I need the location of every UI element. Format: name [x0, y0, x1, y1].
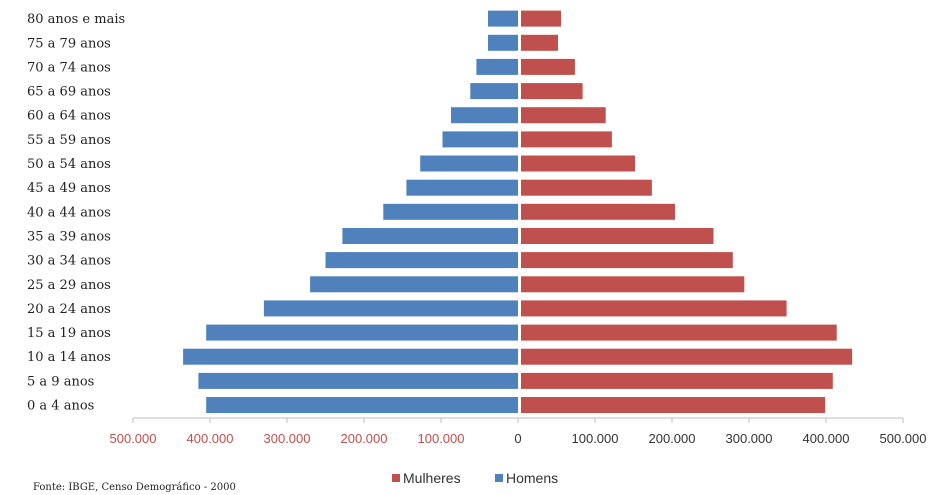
category-label-4: 20 a 24 anos — [27, 302, 111, 317]
bar-mulheres-2 — [521, 348, 853, 365]
category-label-9: 45 a 49 anos — [27, 181, 111, 196]
category-label-0: 0 a 4 anos — [27, 399, 94, 414]
bar-homens-11 — [442, 131, 518, 148]
bar-mulheres-4 — [521, 300, 787, 317]
category-label-11: 55 a 59 anos — [27, 133, 111, 148]
bar-mulheres-5 — [521, 276, 745, 293]
x-tick-label-7: 200.000 — [649, 431, 696, 446]
bar-homens-14 — [476, 58, 518, 75]
bar-mulheres-13 — [521, 83, 583, 100]
bar-mulheres-12 — [521, 107, 606, 124]
category-label-2: 10 a 14 anos — [27, 350, 111, 365]
legend-swatch-homens — [495, 474, 503, 482]
x-tick-label-3: 200.000 — [341, 431, 388, 446]
bar-homens-0 — [206, 397, 518, 413]
category-label-16: 80 anos e mais — [27, 12, 125, 27]
category-label-13: 65 a 69 anos — [27, 85, 111, 100]
x-tick-label-1: 400.000 — [187, 431, 234, 446]
x-tick-label-8: 300.000 — [726, 431, 773, 446]
bars-group — [183, 10, 853, 413]
category-label-10: 50 a 54 anos — [27, 157, 111, 172]
x-tick-label-10: 500.000 — [880, 431, 927, 446]
legend-swatch-mulheres — [392, 474, 400, 482]
category-label-14: 70 a 74 anos — [27, 60, 111, 75]
bar-mulheres-10 — [521, 155, 635, 172]
bar-homens-15 — [488, 34, 518, 51]
bar-mulheres-16 — [521, 10, 561, 27]
category-labels: 0 a 4 anos 5 a 9 anos 10 a 14 anos 15 a 19 … — [27, 12, 125, 413]
bar-homens-12 — [451, 107, 518, 124]
x-axis-ticks: 500.000 400.000 300.000 200.000 100.000 0 100.… — [110, 418, 927, 446]
bar-mulheres-15 — [521, 34, 558, 51]
source-note: Fonte: IBGE, Censo Demográfico - 2000 — [33, 482, 236, 493]
bar-homens-4 — [263, 300, 518, 317]
x-tick-label-4: 100.000 — [418, 431, 465, 446]
bar-homens-3 — [206, 324, 518, 341]
legend-label-mulheres: Mulheres — [403, 470, 461, 486]
bar-mulheres-11 — [521, 131, 612, 148]
x-tick-label-2: 300.000 — [264, 431, 311, 446]
category-label-3: 15 a 19 anos — [27, 326, 111, 341]
bar-homens-8 — [383, 203, 519, 220]
bar-mulheres-1 — [521, 372, 833, 389]
bar-mulheres-7 — [521, 228, 714, 244]
bar-mulheres-0 — [521, 397, 826, 413]
category-label-12: 60 a 64 anos — [27, 109, 111, 124]
x-tick-label-6: 100.000 — [572, 431, 619, 446]
bar-mulheres-9 — [521, 179, 652, 196]
legend-label-homens: Homens — [506, 470, 558, 486]
category-label-5: 25 a 29 anos — [27, 278, 111, 293]
category-label-8: 40 a 44 anos — [27, 205, 111, 220]
bar-homens-2 — [183, 348, 518, 365]
category-label-1: 5 a 9 anos — [27, 374, 94, 389]
legend: Mulheres Homens — [392, 470, 558, 486]
bar-mulheres-8 — [521, 203, 675, 220]
category-label-7: 35 a 39 anos — [27, 230, 111, 245]
bar-homens-7 — [342, 228, 518, 244]
bar-homens-5 — [310, 276, 518, 293]
bar-mulheres-6 — [521, 252, 733, 269]
bar-mulheres-3 — [521, 324, 837, 341]
x-tick-label-9: 400.000 — [803, 431, 850, 446]
x-tick-label-5: 0 — [514, 431, 521, 446]
bar-homens-13 — [470, 83, 518, 100]
category-label-15: 75 a 79 anos — [27, 36, 111, 51]
category-label-6: 30 a 34 anos — [27, 254, 111, 269]
bar-homens-9 — [406, 179, 518, 196]
bar-mulheres-14 — [521, 58, 575, 75]
bar-homens-1 — [198, 372, 518, 389]
bar-homens-10 — [420, 155, 518, 172]
bar-homens-16 — [488, 10, 518, 27]
x-tick-label-0: 500.000 — [110, 431, 157, 446]
bar-homens-6 — [325, 252, 518, 269]
